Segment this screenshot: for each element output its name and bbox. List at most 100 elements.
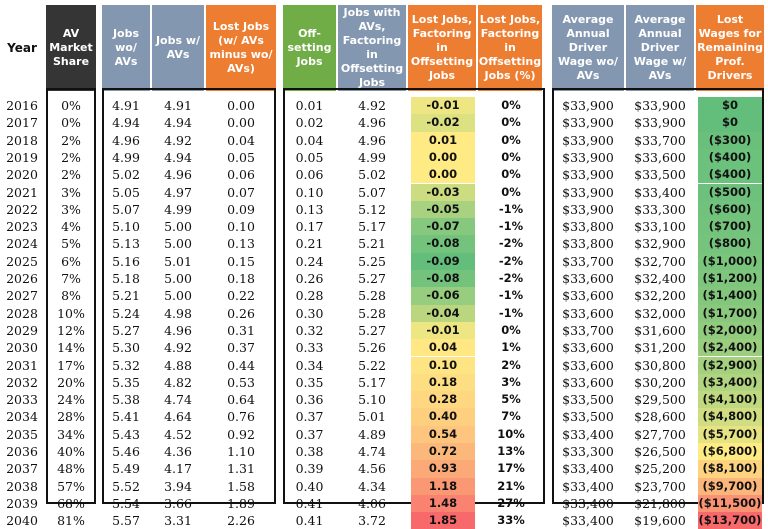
wage-wo-cell: $33,600: [562, 357, 614, 373]
lost-jobs-pct-cell: -1%: [498, 201, 524, 216]
lost-jobs-offset-cell: 0.72: [411, 443, 475, 461]
year-cell: 2023: [6, 219, 38, 235]
av-share-cell: 17%: [57, 357, 85, 373]
year-cell: 2032: [6, 374, 38, 390]
jobs-w-header: Jobs w/ AVs: [152, 5, 204, 91]
wage-w-cell: $27,700: [634, 426, 686, 442]
offsetting-cell: 0.39: [295, 461, 324, 477]
jobs-w-offset-cell: 4.06: [358, 495, 386, 511]
lost-wages-cell: ($500): [698, 183, 762, 201]
jobs-wo-cell: 5.05: [112, 184, 140, 200]
lost-jobs-pct-cell: 13%: [497, 444, 525, 458]
year-cell: 2019: [6, 149, 38, 165]
wage-w-cell: $30,200: [634, 374, 686, 390]
wage-w-cell: $33,300: [634, 201, 686, 217]
year-cell: 2039: [6, 495, 38, 511]
jobs-w-cell: 4.36: [164, 444, 192, 459]
lost-jobs-pct-cell: 0%: [501, 98, 521, 112]
wage-w-cell: $33,900: [634, 98, 686, 113]
table-row: 2034 28% 5.41 4.64 0.76 0.37 5.01 0.40 7% $33,500…: [0, 408, 768, 426]
av-share-cell: 34%: [57, 426, 85, 442]
lost-jobs-cell: 0.44: [227, 357, 255, 373]
jobs-wo-cell: 4.96: [112, 132, 140, 148]
offsetting-cell: 0.28: [295, 288, 324, 304]
offsetting-cell: 0.32: [295, 322, 324, 338]
jobs-wo-cell: 5.10: [112, 219, 140, 235]
lost-jobs-offset-cell: 0.18: [411, 373, 475, 392]
lost-jobs-cell: 2.26: [227, 513, 255, 529]
av-share-cell: 8%: [61, 288, 81, 304]
wage-wo-cell: $33,900: [562, 132, 614, 148]
lost-wages-cell: ($1,700): [698, 304, 762, 322]
lost-wages-cell: ($13,700): [698, 512, 762, 529]
lost-jobs-offset-header: Lost Jobs, Factoring in Offsetting Jobs: [408, 5, 476, 91]
jobs-w-offset-cell: 5.22: [358, 357, 386, 373]
jobs-w-cell: 4.74: [164, 392, 192, 408]
lost-jobs-offset-cell: 0.10: [411, 356, 475, 374]
av-share-cell: 4%: [61, 219, 81, 235]
year-cell: 2033: [6, 392, 38, 408]
jobs-w-offset-cell: 5.27: [358, 322, 386, 338]
wage-wo-cell: $33,700: [562, 253, 614, 269]
wage-w-header: Average Annual Driver Wage w/ AVs: [626, 5, 694, 91]
lost-jobs-offset-cell: 0.00: [411, 166, 475, 184]
offsetting-cell: 0.10: [295, 184, 324, 200]
jobs-wo-cell: 4.94: [112, 115, 140, 131]
wage-w-cell: $32,200: [634, 288, 686, 304]
year-cell: 2029: [6, 322, 38, 338]
lost-jobs-pct-cell: -1%: [498, 305, 524, 320]
lost-jobs-offset-cell: -0.09: [411, 252, 475, 270]
jobs-wo-cell: 5.30: [112, 340, 140, 356]
offsetting-cell: 0.37: [295, 426, 324, 442]
av-share-cell: 40%: [57, 444, 85, 459]
av-share-cell: 2%: [61, 167, 81, 183]
wage-wo-header: Average Annual Driver Wage wo/ AVs: [552, 5, 624, 91]
lost-jobs-cell: 1.58: [227, 478, 255, 494]
wage-wo-cell: $33,800: [562, 219, 614, 235]
lost-jobs-pct-cell: 2%: [501, 357, 521, 372]
wage-w-cell: $33,500: [634, 167, 686, 183]
wage-w-cell: $29,500: [634, 392, 686, 408]
lost-jobs-offset-cell: -0.01: [411, 321, 475, 340]
table-row: 2030 14% 5.30 4.92 0.37 0.33 5.26 0.04 1% $33,600…: [0, 339, 768, 357]
wage-w-cell: $31,600: [634, 322, 686, 338]
lost-jobs-offset-cell: -0.05: [411, 200, 475, 219]
lost-jobs-header: Lost Jobs (w/ AVs minus wo/ AVs): [206, 5, 276, 91]
offsetting-cell: 0.04: [295, 132, 324, 148]
offsetting-cell: 0.34: [295, 357, 324, 373]
av-share-cell: 0%: [61, 115, 81, 131]
jobs-w-cell: 4.17: [164, 461, 192, 477]
offsetting-cell: 0.05: [295, 149, 324, 165]
lost-jobs-cell: 1.89: [227, 495, 255, 511]
year-cell: 2040: [6, 513, 38, 529]
lost-jobs-cell: 0.92: [227, 426, 255, 442]
table-row: 2016 0% 4.91 4.91 0.00 0.01 4.92 -0.01 0% $33,900…: [0, 97, 768, 115]
jobs-wo-cell: 5.16: [112, 253, 140, 269]
lost-jobs-pct-header: Lost Jobs, Factoring in Offsetting Jobs …: [478, 5, 542, 91]
wage-wo-cell: $33,900: [562, 184, 614, 200]
offsetting-cell: 0.26: [295, 271, 324, 286]
jobs-wo-cell: 5.41: [112, 409, 140, 425]
jobs-w-cell: 4.92: [164, 132, 192, 148]
lost-wages-cell: ($800): [698, 235, 762, 253]
jobs-w-cell: 4.98: [164, 305, 192, 321]
offsetting-cell: 0.41: [295, 495, 324, 511]
jobs-w-offset-cell: 5.21: [358, 236, 386, 252]
jobs-w-offset-cell: 4.96: [358, 115, 386, 131]
offsetting-cell: 0.02: [295, 115, 324, 131]
lost-jobs-pct-cell: -2%: [498, 236, 524, 251]
av-share-cell: 68%: [57, 495, 85, 511]
year-cell: 2024: [6, 236, 38, 252]
year-cell: 2021: [6, 184, 38, 200]
jobs-w-cell: 5.00: [164, 271, 192, 286]
jobs-wo-cell: 5.32: [112, 357, 140, 373]
jobs-wo-cell: 5.02: [112, 167, 140, 183]
av-share-cell: 57%: [57, 478, 85, 494]
lost-jobs-cell: 0.37: [227, 340, 255, 356]
av-share-cell: 10%: [57, 305, 85, 321]
table-row: 2026 7% 5.18 5.00 0.18 0.26 5.27 -0.08 -2% $33,60…: [0, 270, 768, 288]
av-share-box: [46, 88, 96, 504]
table-row: 2019 2% 4.99 4.94 0.05 0.05 4.99 0.00 0% $33,900 $…: [0, 148, 768, 167]
lost-wages-header: Lost Wages for Remaining Prof. Drivers: [696, 5, 764, 91]
lost-jobs-cell: 0.22: [227, 288, 255, 304]
